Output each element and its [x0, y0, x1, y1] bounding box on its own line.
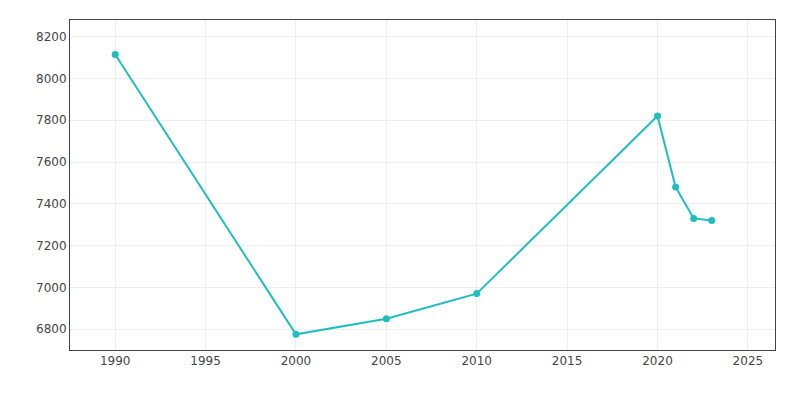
svg-text:6800: 6800	[36, 322, 67, 336]
svg-text:7800: 7800	[36, 113, 67, 127]
svg-text:7000: 7000	[36, 281, 67, 295]
svg-text:7200: 7200	[36, 239, 67, 253]
svg-text:2015: 2015	[552, 354, 583, 368]
svg-text:2010: 2010	[461, 354, 492, 368]
svg-text:1995: 1995	[190, 354, 221, 368]
svg-text:1990: 1990	[100, 354, 131, 368]
svg-text:7400: 7400	[36, 197, 67, 211]
svg-text:7600: 7600	[36, 155, 67, 169]
svg-text:2025: 2025	[733, 354, 764, 368]
svg-text:2020: 2020	[642, 354, 673, 368]
svg-text:2005: 2005	[371, 354, 402, 368]
svg-text:8200: 8200	[36, 30, 67, 44]
svg-text:8000: 8000	[36, 72, 67, 86]
svg-text:2000: 2000	[281, 354, 312, 368]
